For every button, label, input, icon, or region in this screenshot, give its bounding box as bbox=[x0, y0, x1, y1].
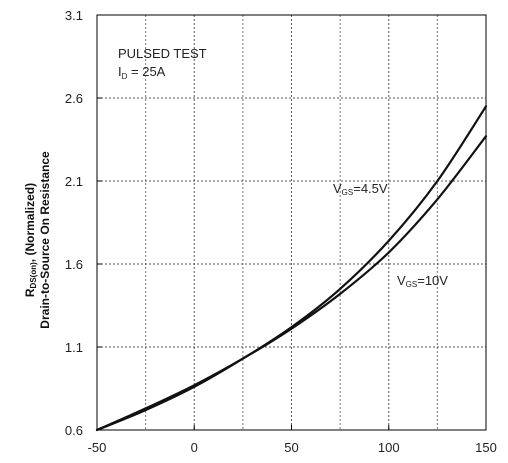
y-axis-label-line2: Drain-to-Source On Resistance bbox=[38, 151, 52, 329]
x-tick-label: 0 bbox=[191, 440, 198, 455]
x-tick-label: 150 bbox=[475, 440, 497, 455]
x-tick-label: -50 bbox=[88, 440, 107, 455]
y-axis-label: RDS(on), (Normalized) Drain-to-Source On… bbox=[23, 151, 52, 329]
x-tick-label: 50 bbox=[284, 440, 298, 455]
y-tick-label: 2.6 bbox=[65, 91, 83, 106]
y-tick-label: 1.6 bbox=[65, 257, 83, 272]
series-label-vgs-10v: VGS=10V bbox=[397, 273, 448, 289]
y-tick-label: 1.1 bbox=[65, 340, 83, 355]
y-axis-ticks: 0.6 1.1 1.6 2.1 2.6 3.1 bbox=[65, 8, 102, 438]
test-condition-line2: ID = 25A bbox=[118, 64, 166, 81]
y-axis-label-line1: RDS(on), (Normalized) bbox=[23, 183, 38, 297]
series-line-vgs-10v bbox=[95, 135, 488, 432]
y-tick-label: 0.6 bbox=[65, 423, 83, 438]
y-tick-label: 3.1 bbox=[65, 8, 83, 23]
series-group bbox=[95, 105, 488, 432]
series-label-vgs-4-5v: VGS=4.5V bbox=[333, 181, 388, 197]
y-tick-label: 2.1 bbox=[65, 174, 83, 189]
x-tick-label: 100 bbox=[378, 440, 400, 455]
test-condition-line1: PULSED TEST bbox=[118, 46, 207, 61]
x-axis-ticks: -50 0 50 100 150 bbox=[88, 425, 497, 455]
series-line-vgs-4-5v bbox=[95, 105, 488, 432]
grid bbox=[97, 15, 486, 430]
